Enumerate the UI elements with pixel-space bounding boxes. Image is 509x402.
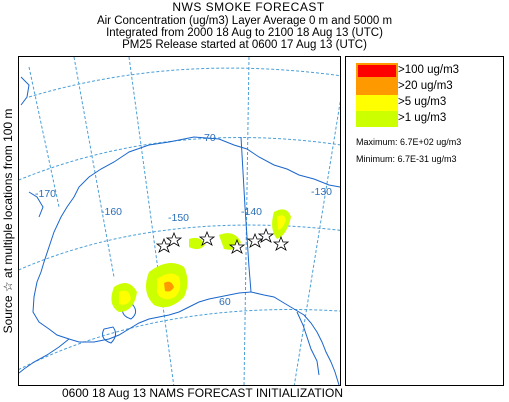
lon-label-170: -170	[35, 188, 56, 200]
source-locations	[155, 227, 290, 254]
source-star	[155, 237, 173, 253]
longitude-line-150	[128, 57, 175, 385]
st-lawrence-island	[28, 191, 44, 218]
plume-yukon-mid	[277, 215, 286, 230]
alaska-peninsula	[19, 338, 70, 374]
map-panel[interactable]: -170 -160 -150 -140 -130 70 60	[18, 56, 341, 386]
subtitle-concentration: Air Concentration (ug/m3) Layer Average …	[96, 15, 393, 27]
source-star	[246, 232, 264, 248]
kodiak-island	[102, 326, 117, 344]
panhandle-islands	[296, 311, 320, 376]
maximum-value: Maximum: 6.7E+02 ug/m3	[356, 137, 462, 147]
smoke-plumes	[111, 209, 291, 312]
legend-swatch-5	[356, 95, 398, 111]
latitude-lines	[19, 67, 340, 371]
lat-label-70: 70	[204, 132, 216, 144]
lon-label-150: -150	[168, 212, 189, 224]
south-coast	[68, 291, 252, 343]
legend-swatch-100	[356, 63, 398, 79]
subtitle-release-start: PM25 Release started at 0600 17 Aug 13 (…	[122, 39, 367, 51]
source-star	[165, 231, 183, 247]
forecast-initialization: 0600 18 Aug 13 NAMS FORECAST INITIALIZAT…	[62, 386, 343, 400]
lon-label-130: -130	[311, 186, 332, 198]
lat-label-60: 60	[219, 296, 231, 308]
source-location-label: Source ☆ at multiple locations from 100 …	[0, 56, 16, 386]
source-star	[272, 235, 290, 251]
southeast-coast	[250, 291, 340, 385]
alaska-canada-border	[240, 136, 252, 293]
longitude-line-140	[243, 57, 250, 385]
source-star	[257, 227, 275, 243]
plume-south-central-mid	[119, 290, 131, 305]
latitude-line-65	[19, 224, 340, 271]
smoke-forecast-map: -170 -160 -150 -140 -130 70 60	[19, 57, 340, 385]
siberia-coast	[20, 76, 30, 106]
legend-label: >100 ug/m3	[398, 64, 460, 76]
subtitle-integration-period: Integrated from 2000 18 Aug to 2100 18 A…	[106, 27, 383, 39]
coastline	[19, 76, 340, 385]
longitude-lines	[28, 57, 340, 385]
legend-swatch-1	[356, 111, 398, 127]
legend-label: >5 ug/m3	[398, 96, 447, 108]
latitude-line-75	[28, 67, 340, 98]
longitude-line-160	[73, 57, 115, 278]
lon-label-140: -140	[241, 206, 262, 218]
lon-label-160: -160	[101, 206, 122, 218]
legend-swatch-20	[356, 79, 398, 95]
legend-label: >20 ug/m3	[398, 80, 453, 92]
page-title: NWS SMOKE FORECAST	[172, 0, 325, 14]
source-star	[198, 230, 216, 246]
latitude-line-70	[19, 137, 340, 181]
plume-central	[189, 237, 205, 250]
plume-interior-1-core	[164, 281, 174, 292]
legend: >100 ug/m3 >20 ug/m3 >5 ug/m3 >1 ug/m3 M…	[345, 56, 504, 386]
graticule-labels: -170 -160 -150 -140 -130 70 60	[35, 132, 332, 308]
minimum-value: Minimum: 6.7E-31 ug/m3	[356, 154, 457, 164]
north-coast	[168, 136, 340, 188]
legend-label: >1 ug/m3	[398, 112, 447, 124]
west-coast	[32, 141, 170, 340]
latitude-line-60	[19, 309, 340, 371]
longitude-line-170	[28, 66, 60, 208]
source-star	[228, 238, 246, 254]
longitude-line-130	[293, 100, 340, 385]
source-location-text: Source ☆ at multiple locations from 100 …	[1, 108, 15, 334]
